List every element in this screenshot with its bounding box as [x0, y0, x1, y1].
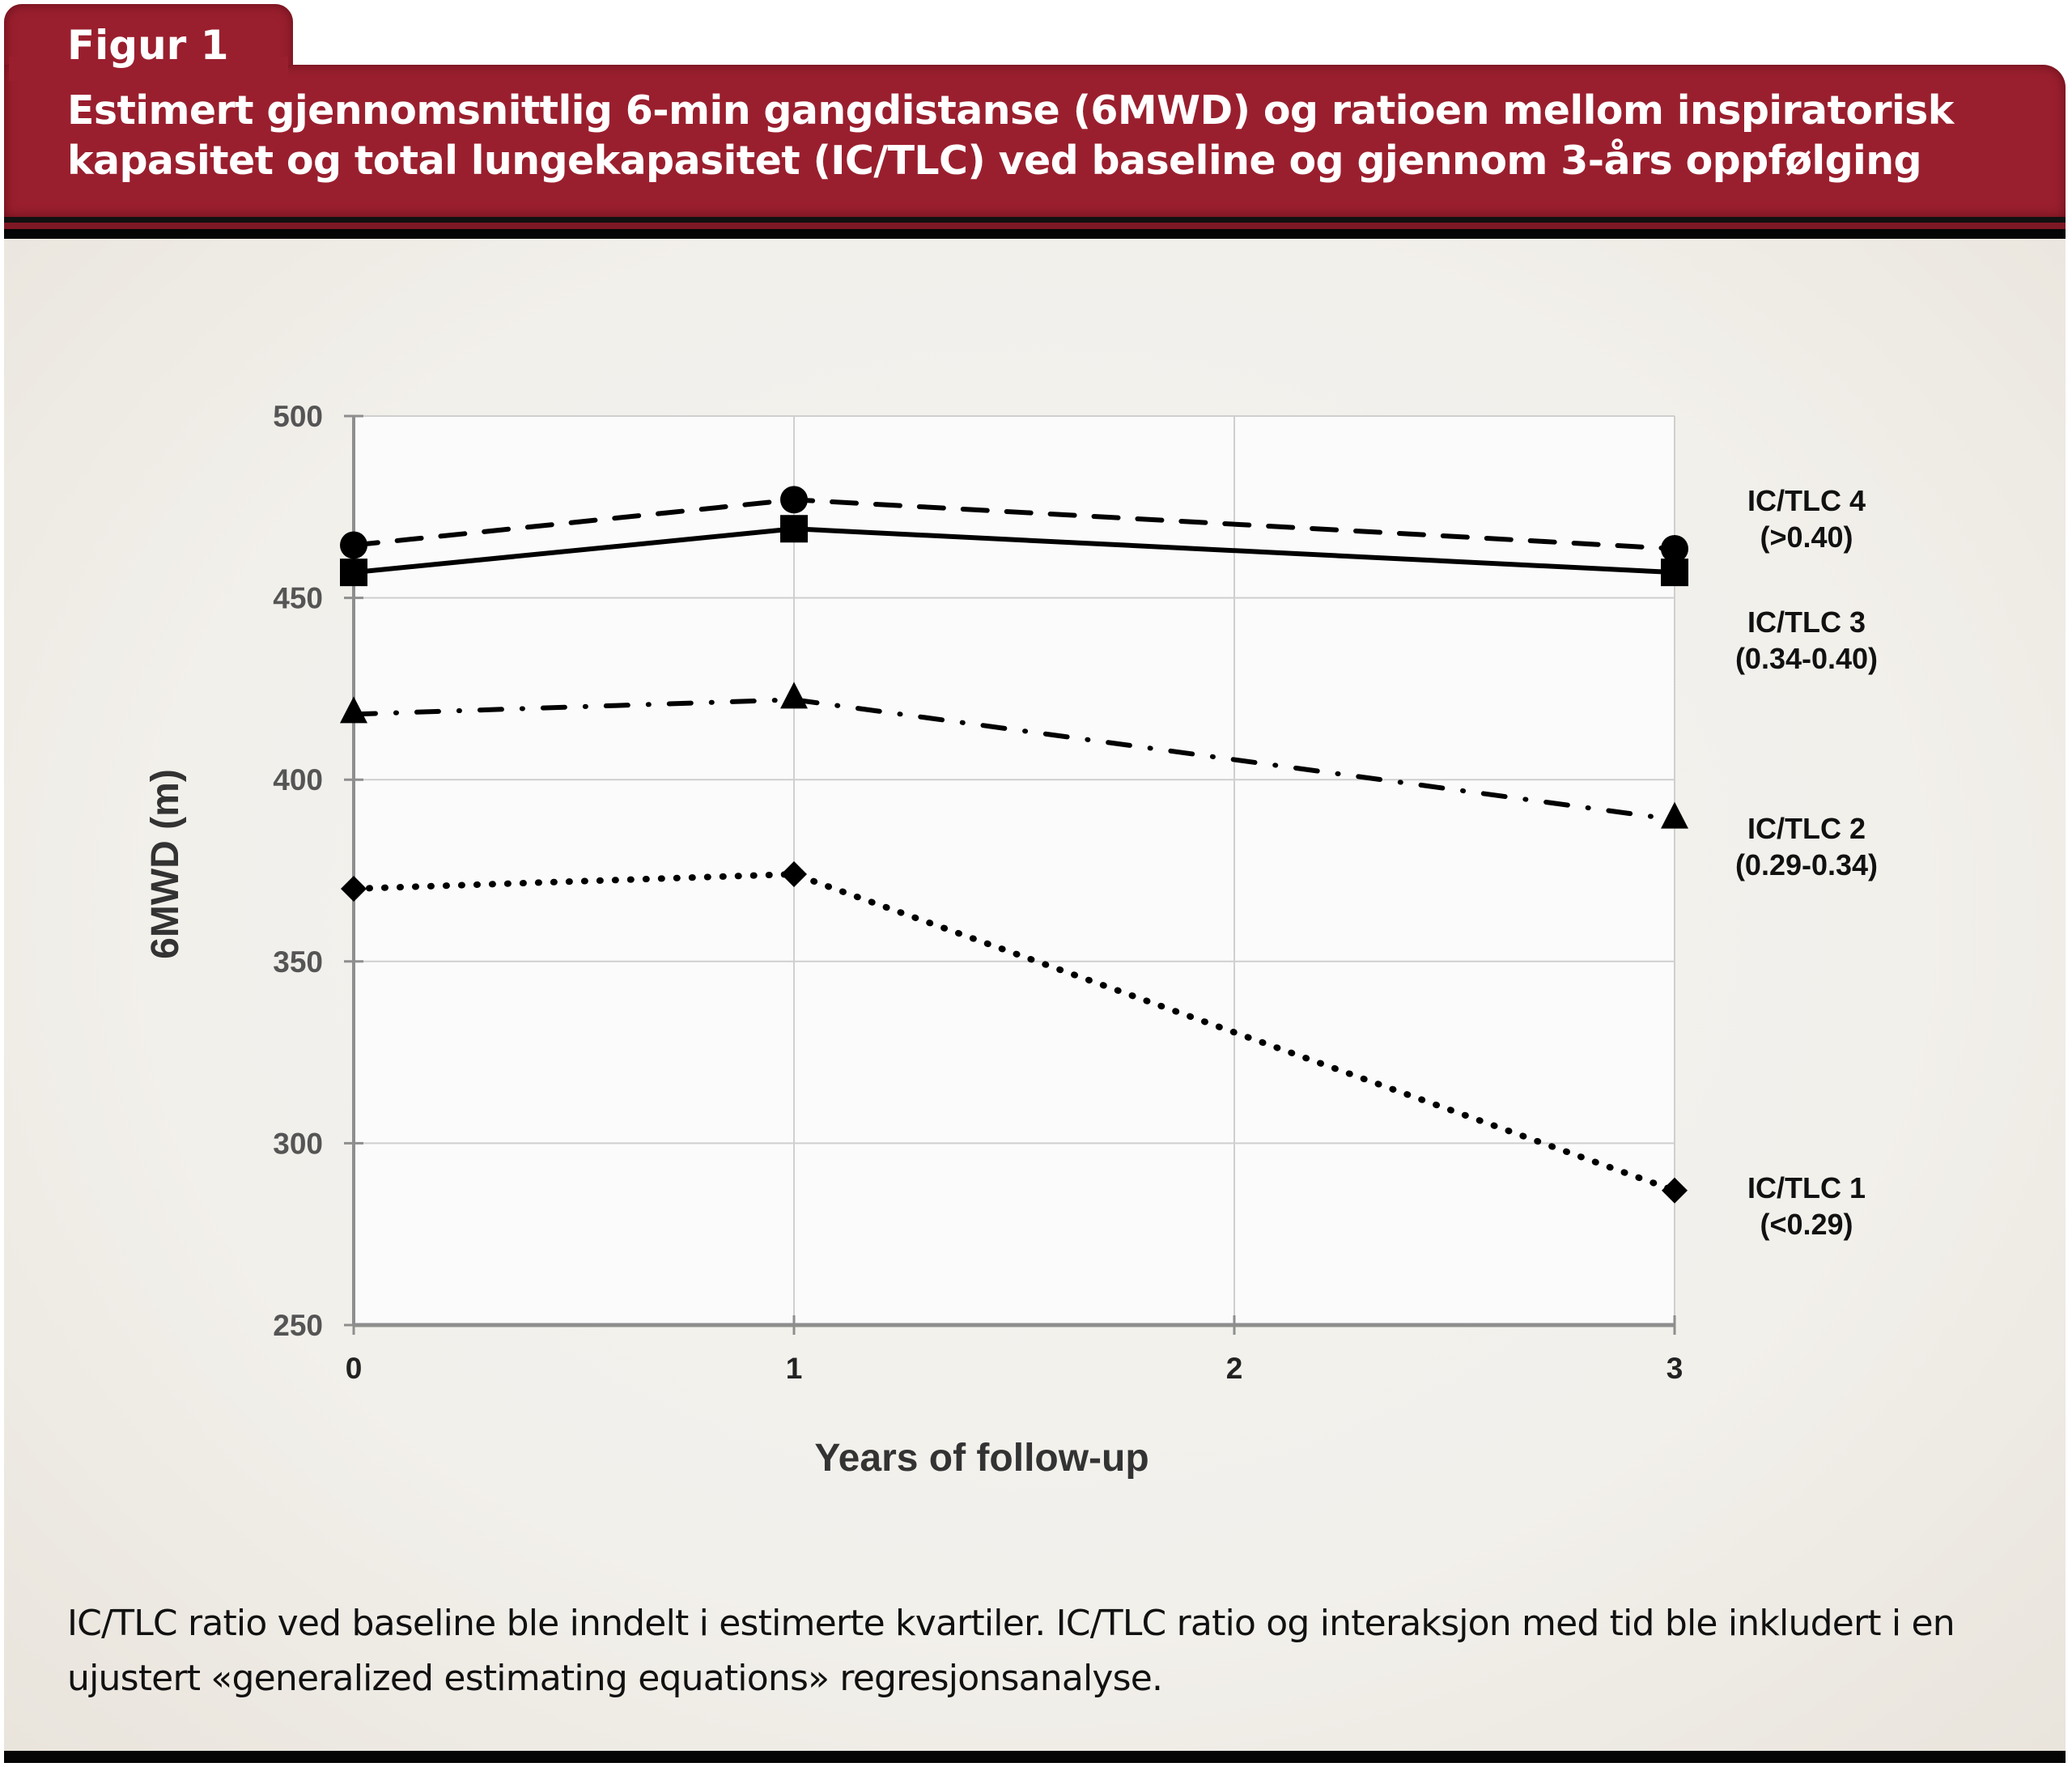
legend-series-name: IC/TLC 3 [1747, 605, 1866, 639]
y-tick-label: 400 [273, 763, 323, 796]
marker-circle-point [780, 486, 808, 514]
figure-label: Figur 1 [67, 22, 229, 69]
y-tick-label: 450 [273, 582, 323, 615]
legend-entry: IC/TLC 1 (<0.29) [1747, 1171, 1866, 1241]
legend-series-range: (>0.40) [1760, 520, 1853, 554]
x-tick-labels: 0 1 2 3 [346, 1352, 1684, 1385]
marker-diamond-point [781, 860, 807, 887]
series-line-1 [350, 870, 1678, 1194]
legend-entry: IC/TLC 2(0.29-0.34) [1735, 812, 1878, 881]
marker-circle-point [340, 531, 367, 559]
legend-series-range: (0.29-0.34) [1735, 848, 1878, 881]
y-tick-label: 250 [273, 1309, 323, 1342]
series-markers [340, 486, 1688, 1204]
figure-caption: IC/TLC ratio ved baseline ble inndelt i … [67, 1603, 1955, 1699]
legend-series-name: IC/TLC 2 [1747, 812, 1866, 845]
y-tick-label: 300 [273, 1127, 323, 1160]
y-axis-title: 6MWD (m) [144, 769, 187, 959]
figure-title: Estimert gjennomsnittlig 6-min gangdista… [67, 87, 1954, 184]
legend-entry: IC/TLC 3(0.34-0.40) [1735, 605, 1878, 675]
legend-series-range: (0.34-0.40) [1735, 642, 1878, 675]
header-rule-middle [4, 223, 2066, 229]
legend-series-name: IC/TLC 1 [1747, 1171, 1866, 1204]
x-tick-label: 2 [1226, 1352, 1243, 1385]
legend-series-name: IC/TLC 4 [1747, 484, 1866, 517]
marker-circle-point [1661, 534, 1688, 563]
x-axis-title: Years of follow-up [814, 1437, 1149, 1480]
bottom-rule [4, 1751, 2066, 1763]
y-tick-labels: 250 300 350 400 450 500 [273, 400, 323, 1342]
marker-square-point [1661, 559, 1688, 587]
marker-triangle-point [780, 682, 808, 709]
marker-square-point [340, 559, 367, 587]
marker-triangle-point [340, 696, 367, 724]
header-rule-top [4, 217, 2066, 223]
x-tick-label: 3 [1667, 1352, 1684, 1385]
plot-area [354, 416, 1675, 1325]
header-band [4, 65, 2066, 217]
legend: IC/TLC 4(>0.40)IC/TLC 3(0.34-0.40)IC/TLC… [1735, 484, 1878, 1241]
marker-diamond-point [1662, 1177, 1688, 1204]
marker-diamond-point [341, 875, 367, 902]
marker-square-point [780, 515, 808, 543]
legend-series-range: (<0.29) [1760, 1208, 1853, 1241]
legend-entry: IC/TLC 4(>0.40) [1747, 484, 1866, 554]
x-tick-label: 0 [346, 1352, 363, 1385]
y-tick-label: 500 [273, 400, 323, 433]
header-rule-bottom [4, 229, 2066, 239]
marker-triangle-point [1661, 801, 1688, 829]
header-tab-joint [9, 57, 288, 81]
y-tick-label: 350 [273, 945, 323, 979]
x-tick-label: 1 [786, 1352, 803, 1385]
